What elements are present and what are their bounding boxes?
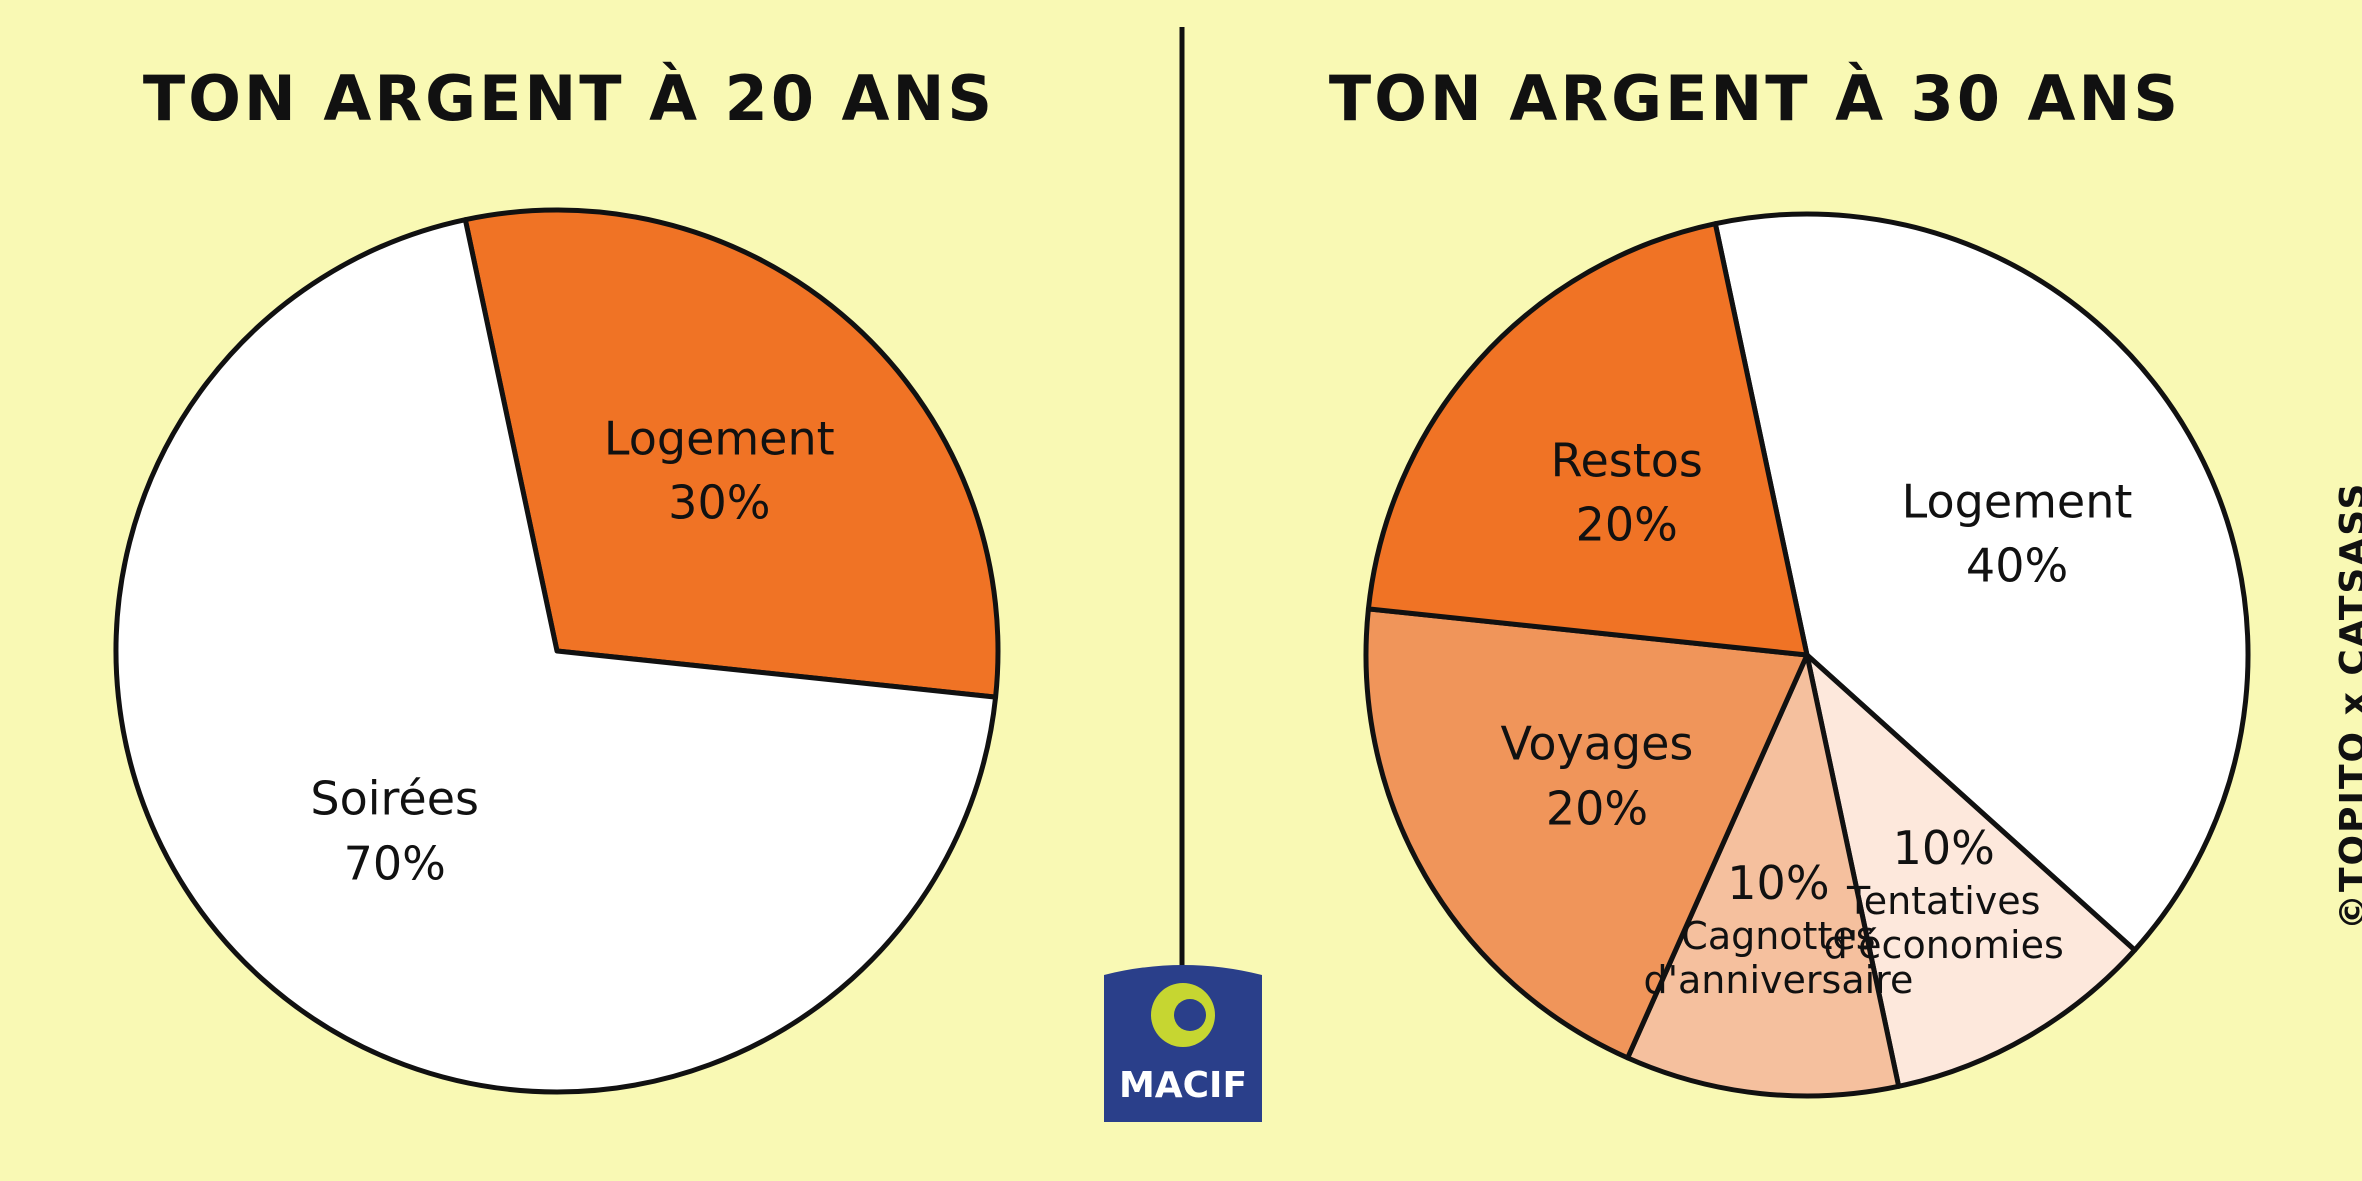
slice-category-label: Tentatives d'économies (1823, 879, 2064, 967)
slice-label: Logement 40% (1867, 469, 2167, 598)
logo-ring-hole (1174, 999, 1206, 1031)
logo: MACIF (1118, 1065, 1248, 1106)
pie-slice (1365, 221, 1810, 658)
chart-title: TON ARGENT À 20 ANS (142, 62, 996, 135)
pie-slice (113, 217, 999, 1095)
slice-value-label: 10% (1892, 820, 1995, 875)
pie-slice (1712, 211, 2251, 953)
slice-value-label: 30% (668, 475, 771, 530)
slice-value-label: 10% (1727, 856, 1830, 911)
credit: ©TOPITO x CATSASS (2333, 481, 2362, 930)
slice-label: Logement 30% (569, 406, 869, 535)
pie-slice (462, 207, 1001, 700)
slice-category-label: Logement (603, 411, 835, 466)
slice-value-label: 20% (1545, 781, 1649, 836)
slice-category-label: Restos (1550, 433, 1703, 488)
slice-category-label: Cagnottes d'anniversaire (1643, 914, 1914, 1003)
slice-value-label: 70% (343, 836, 446, 891)
chart-title: TON ARGENT À 30 ANS (1328, 62, 2182, 135)
slice-label: Soirées 70% (245, 767, 545, 896)
pie-slice (1804, 652, 2138, 1089)
slice-label: Voyages 20% (1447, 712, 1747, 841)
slice-category-label: Logement (1901, 474, 2133, 529)
slice-category-label: Voyages (1500, 716, 1694, 771)
pie-slice (1625, 652, 1902, 1099)
slice-label: Restos 20% (1477, 428, 1777, 557)
slice-value-label: 20% (1575, 497, 1678, 552)
slice-category-label: Soirées (310, 771, 479, 826)
pie-slice (1363, 606, 1810, 1061)
slice-value-label: 40% (1965, 538, 2069, 593)
slice-label: 10% Cagnottes d'anniversaire (1628, 851, 1928, 1003)
slice-label: 10% Tentatives d'économies (1794, 816, 2094, 968)
